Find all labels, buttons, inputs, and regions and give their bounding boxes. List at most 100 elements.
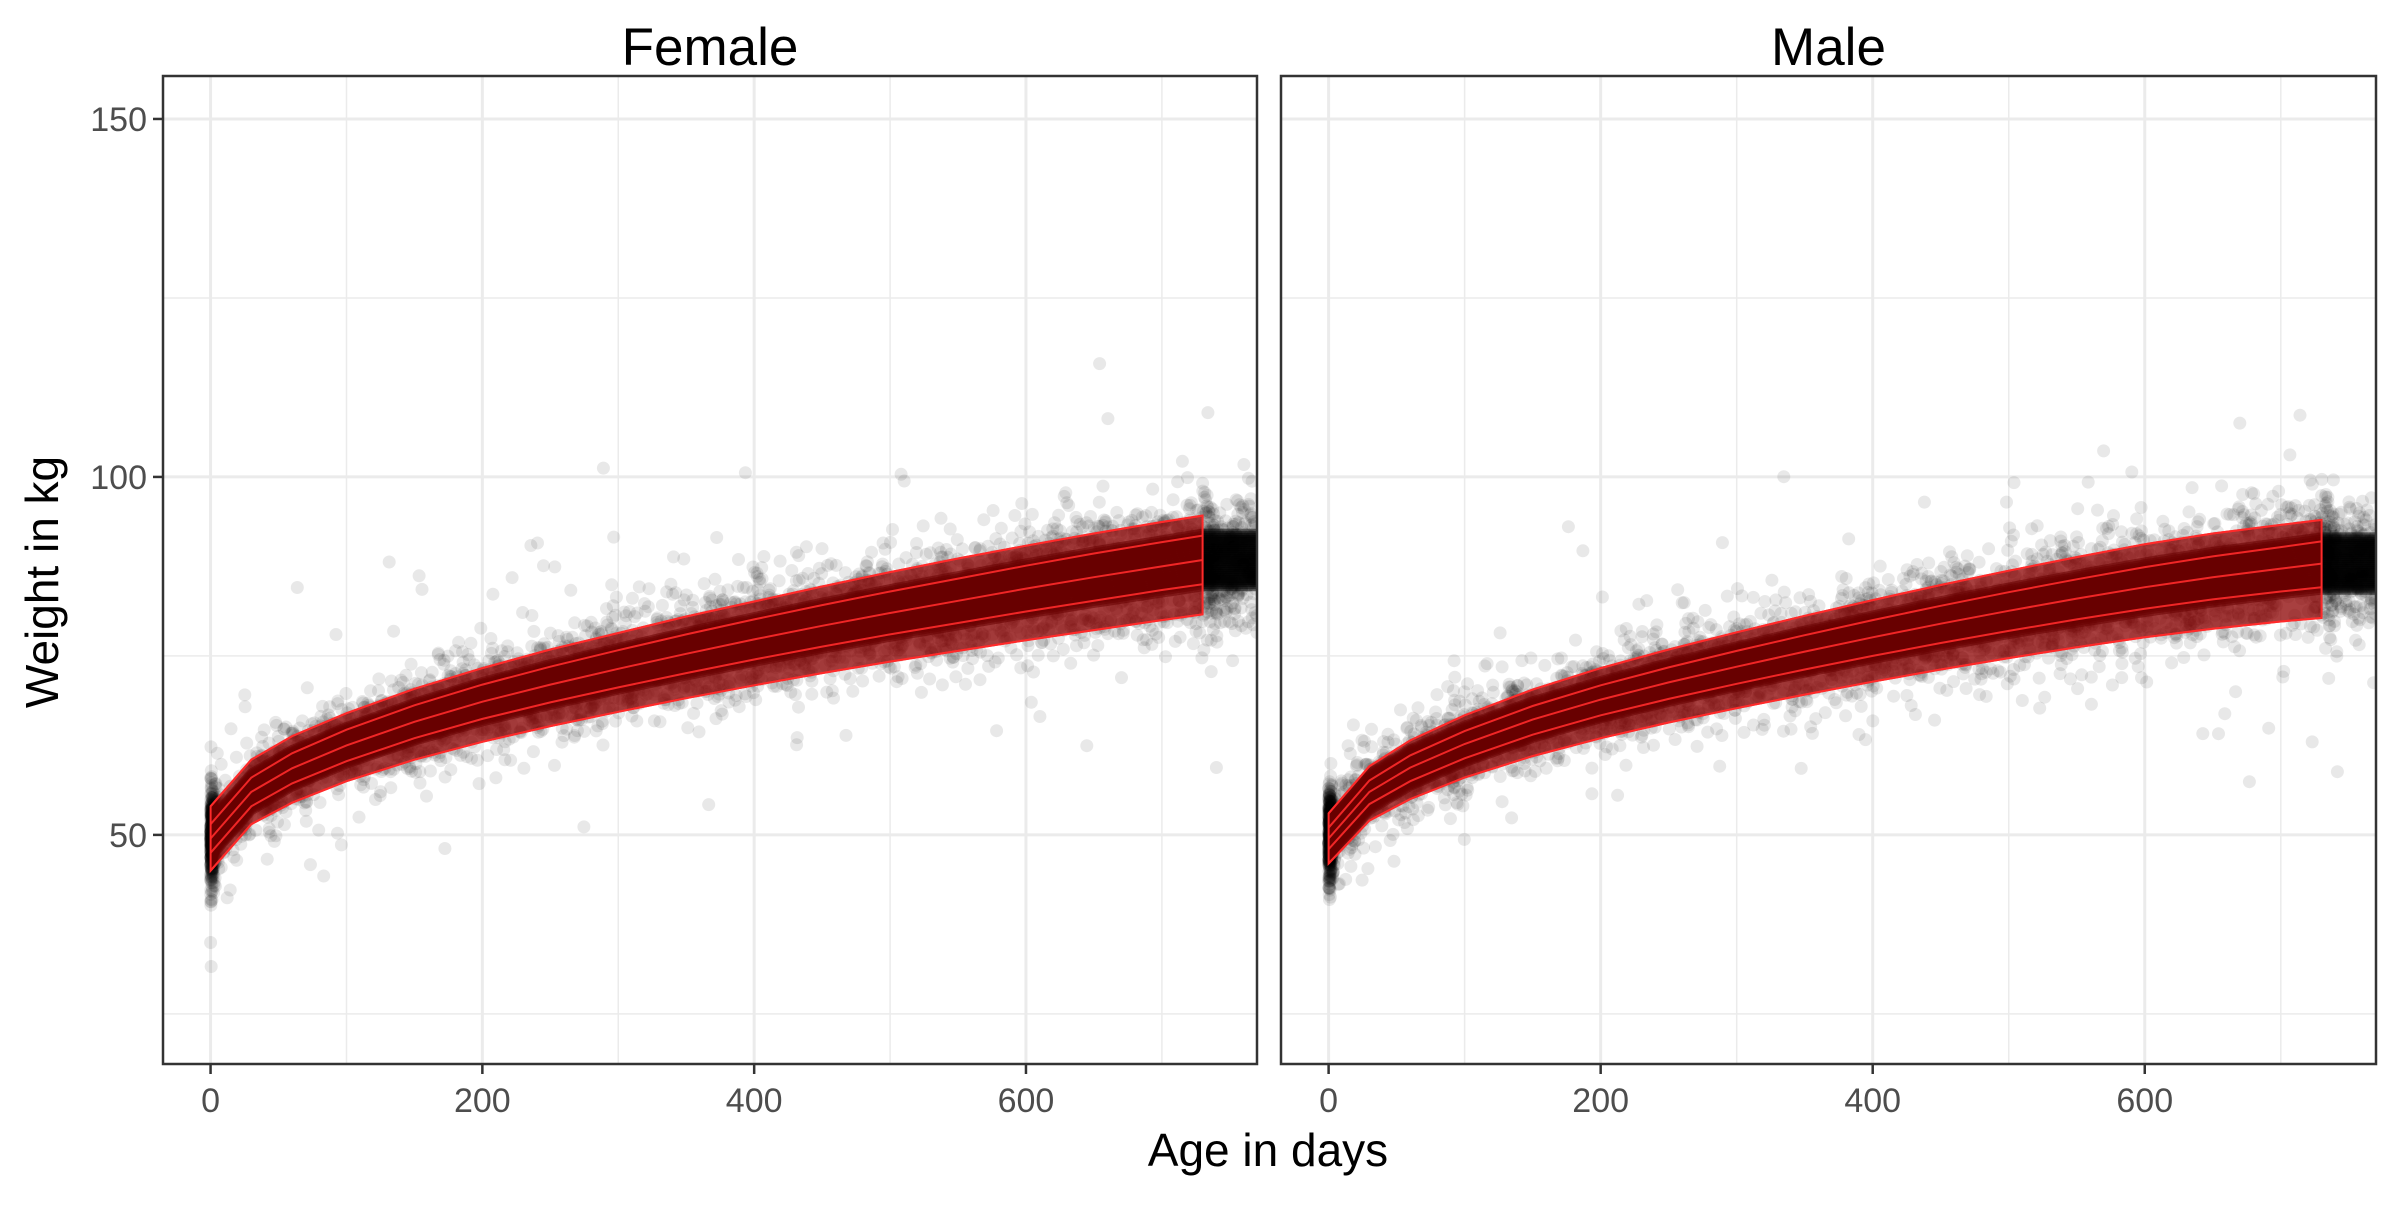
data-point: [1093, 357, 1106, 370]
data-point: [693, 725, 706, 738]
data-point: [824, 672, 837, 685]
data-point: [643, 582, 656, 595]
data-point: [527, 745, 540, 758]
data-point: [1014, 661, 1027, 674]
data-point: [840, 729, 853, 742]
data-point: [1169, 635, 1182, 648]
data-point: [335, 838, 348, 851]
data-point: [1110, 506, 1123, 519]
data-point: [415, 666, 428, 679]
data-point: [1167, 493, 1180, 506]
data-point: [680, 589, 693, 602]
data-point: [1026, 508, 1039, 521]
data-point: [989, 532, 1002, 545]
data-point: [951, 533, 964, 546]
data-point: [1097, 480, 1110, 493]
data-point: [915, 686, 928, 699]
data-point: [977, 513, 990, 526]
data-point: [537, 559, 550, 572]
data-point: [1201, 489, 1214, 502]
data-point: [757, 550, 770, 563]
data-point: [666, 588, 679, 601]
data-point: [924, 546, 937, 559]
data-point: [1101, 412, 1114, 425]
data-point: [1032, 649, 1045, 662]
data-point: [238, 688, 251, 701]
data-point: [312, 824, 325, 837]
data-point: [205, 895, 218, 908]
data-point: [1131, 629, 1144, 642]
data-point: [1223, 615, 1236, 628]
data-point: [969, 541, 982, 554]
data-point: [1181, 471, 1194, 484]
data-point: [1057, 643, 1070, 656]
data-point: [1064, 657, 1077, 670]
data-point: [1146, 483, 1159, 496]
data-point: [1210, 607, 1223, 620]
data-point: [886, 523, 899, 536]
data-point: [255, 731, 268, 744]
data-point: [1041, 524, 1054, 537]
data-point: [1138, 641, 1151, 654]
data-point: [1176, 455, 1189, 468]
data-point: [531, 537, 544, 550]
data-point: [413, 569, 426, 582]
data-point: [1033, 710, 1046, 723]
data-point: [489, 771, 502, 784]
data-point: [416, 583, 429, 596]
data-point: [1093, 496, 1106, 509]
data-point: [317, 870, 330, 883]
data-point: [917, 519, 930, 532]
data-point: [710, 712, 723, 725]
data-point: [790, 574, 803, 587]
data-point: [990, 724, 1003, 737]
data-point: [1015, 497, 1028, 510]
data-point: [807, 572, 820, 585]
data-point: [935, 512, 948, 525]
data-point: [304, 858, 317, 871]
data-point: [739, 466, 752, 479]
data-point: [656, 599, 669, 612]
data-point: [269, 716, 282, 729]
data-point: [1201, 406, 1214, 419]
data-point: [1052, 509, 1065, 522]
data-point: [890, 675, 903, 688]
data-point: [1060, 496, 1073, 509]
data-point: [610, 591, 623, 604]
data-point: [702, 798, 715, 811]
data-point: [1159, 650, 1172, 663]
data-point: [261, 853, 274, 866]
data-point: [844, 672, 857, 685]
data-point: [209, 880, 222, 893]
data-point: [792, 701, 805, 714]
data-point: [1008, 509, 1021, 522]
data-point: [397, 676, 410, 689]
data-point: [784, 686, 797, 699]
data-point: [413, 765, 426, 778]
data-point: [577, 820, 590, 833]
data-point: [548, 560, 561, 573]
data-point: [597, 739, 610, 752]
data-point: [291, 581, 304, 594]
data-point: [384, 781, 397, 794]
data-point: [224, 884, 237, 897]
data-point: [923, 673, 936, 686]
data-point: [474, 622, 487, 635]
data-point: [1099, 514, 1112, 527]
data-point: [434, 653, 447, 666]
data-point: [405, 658, 418, 671]
data-point: [485, 647, 498, 660]
data-point: [626, 592, 639, 605]
data-point: [698, 577, 711, 590]
data-point: [1115, 671, 1128, 684]
data-point: [1220, 498, 1233, 511]
data-point: [792, 549, 805, 562]
data-point: [527, 625, 540, 638]
data-point: [239, 700, 252, 713]
data-point: [486, 588, 499, 601]
data-point: [790, 738, 803, 751]
data-point: [605, 578, 618, 591]
data-point: [974, 673, 987, 686]
data-point: [1237, 458, 1250, 471]
